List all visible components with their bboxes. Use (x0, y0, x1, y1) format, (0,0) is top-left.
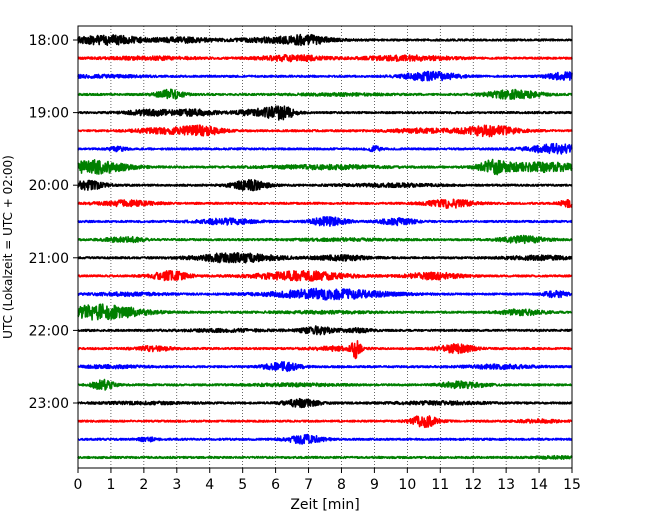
x-tick-label-4: 4 (205, 477, 214, 493)
y-tick-label-20:00: 20:00 (29, 178, 69, 194)
traces (77, 33, 573, 460)
y-axis-label: UTC (Lokalzeit = UTC + 02:00) (1, 155, 15, 339)
y-tick-label-22:00: 22:00 (29, 323, 69, 339)
trace-2045 (77, 234, 573, 245)
x-tick-label-13: 13 (497, 477, 515, 493)
trace-1930 (77, 142, 573, 155)
trace-2330 (77, 433, 573, 445)
x-axis-label: Zeit [min] (290, 497, 359, 513)
y-tick-label-18:00: 18:00 (29, 33, 69, 49)
x-tick-label-6: 6 (271, 477, 280, 493)
y-tick-label-23:00: 23:00 (29, 396, 69, 412)
x-axis-ticks: 0 1 2 3 4 5 6 7 8 9 10 11 12 13 14 15 (74, 468, 581, 493)
x-tick-label-2: 2 (139, 477, 148, 493)
y-tick-label-21:00: 21:00 (29, 251, 69, 267)
x-tick-label-12: 12 (464, 477, 482, 493)
trace-2130 (77, 287, 573, 301)
trace-2215 (77, 339, 573, 360)
trace-2115 (77, 270, 573, 282)
x-tick-label-10: 10 (398, 477, 416, 493)
trace-1845 (77, 88, 573, 100)
trace-1900 (77, 105, 573, 121)
y-axis-ticks: 18:00 19:00 20:00 21:00 22:00 23:00 (29, 33, 78, 412)
x-tick-label-1: 1 (106, 477, 115, 493)
x-tick-label-8: 8 (337, 477, 346, 493)
trace-2345 (77, 454, 573, 460)
trace-1800 (77, 33, 573, 47)
y-tick-label-19:00: 19:00 (29, 106, 69, 122)
trace-2015 (77, 198, 573, 209)
trace-2315 (77, 415, 573, 429)
x-tick-label-5: 5 (238, 477, 247, 493)
trace-2200 (77, 325, 573, 336)
plot-frame (77, 25, 573, 469)
trace-2100 (77, 252, 573, 264)
x-tick-label-7: 7 (304, 477, 313, 493)
trace-1915 (77, 124, 573, 138)
x-tick-label-0: 0 (74, 477, 83, 493)
trace-2145 (77, 303, 573, 321)
x-tick-label-15: 15 (563, 477, 581, 493)
trace-2000 (77, 178, 573, 192)
trace-1815 (77, 54, 573, 63)
x-tick-label-9: 9 (370, 477, 379, 493)
trace-2245 (77, 378, 573, 391)
trace-2230 (77, 361, 573, 373)
x-tick-label-11: 11 (431, 477, 449, 493)
trace-1830 (77, 70, 573, 82)
x-tick-label-14: 14 (530, 477, 548, 493)
trace-2300 (77, 397, 573, 409)
trace-1945 (77, 158, 573, 176)
trace-2030 (77, 216, 573, 227)
x-tick-label-3: 3 (172, 477, 181, 493)
